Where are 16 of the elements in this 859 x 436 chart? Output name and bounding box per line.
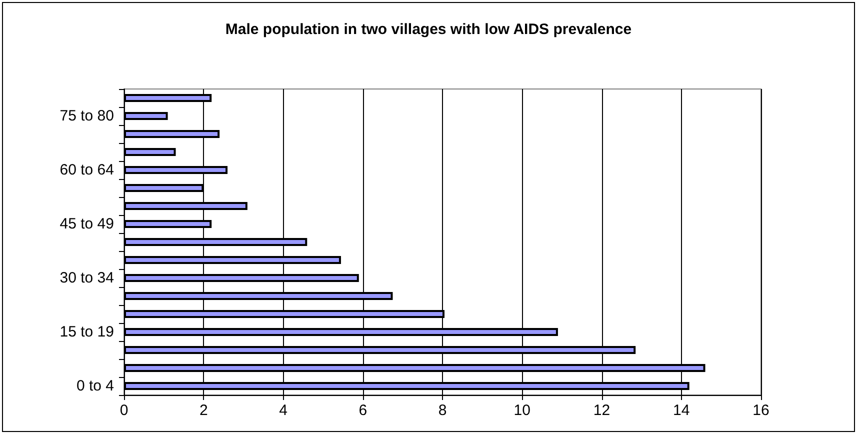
y-tick-label: 45 to 49 bbox=[60, 216, 114, 232]
y-tick-label: 30 to 34 bbox=[60, 270, 114, 286]
chart-title: Male population in two villages with low AIDS prevalence bbox=[225, 21, 632, 38]
y-tick-label: 0 to 4 bbox=[76, 378, 114, 394]
y-tick-label: 75 to 80 bbox=[60, 108, 114, 124]
y-tick-label: 15 to 19 bbox=[60, 324, 114, 340]
x-tick-label: 10 bbox=[514, 402, 530, 419]
x-tick-label: 12 bbox=[593, 402, 610, 419]
x-tick-label: 14 bbox=[673, 402, 690, 419]
x-tick-label: 16 bbox=[752, 402, 770, 419]
x-tick-label: 4 bbox=[279, 402, 288, 419]
x-tick-label: 6 bbox=[358, 402, 368, 419]
x-tick-label: 8 bbox=[438, 402, 447, 419]
x-tick-label: 0 bbox=[120, 402, 128, 419]
y-tick-label: 60 to 64 bbox=[60, 162, 114, 178]
x-tick-label: 2 bbox=[199, 402, 208, 419]
